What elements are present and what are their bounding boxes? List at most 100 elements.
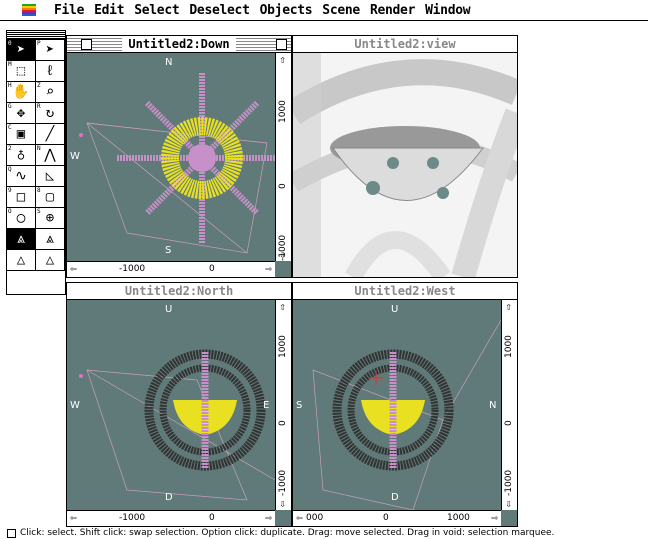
scroll-left-arrow-icon[interactable]: ⇦ bbox=[296, 511, 303, 524]
tool-shortcut-label: H bbox=[8, 82, 12, 89]
west-horizontal-ruler[interactable]: ⇦ 000 0 1000 ⇨ bbox=[293, 510, 501, 526]
move-icon: ✥ bbox=[16, 105, 26, 121]
west-htick: 0 bbox=[383, 513, 389, 523]
menu-file[interactable]: File bbox=[54, 2, 85, 18]
down-vertical-ruler[interactable]: ⇧ 1000 0 -1000 ⇩ bbox=[275, 53, 291, 261]
rounded-rect-tool[interactable]: 8 ▢ bbox=[36, 187, 65, 208]
skin-tool[interactable]: △ bbox=[36, 250, 65, 271]
menu-edit[interactable]: Edit bbox=[94, 2, 125, 18]
oval-tool[interactable]: O ◯ bbox=[7, 208, 36, 229]
north-bottom-axis-label: D bbox=[165, 492, 173, 503]
north-vtick: -1000 bbox=[278, 469, 288, 496]
rotate-tool[interactable]: R ↻ bbox=[36, 103, 65, 124]
west-vtick: 1000 bbox=[504, 335, 514, 358]
line-tool[interactable]: ╱ bbox=[36, 124, 65, 145]
close-box-icon[interactable] bbox=[81, 38, 92, 50]
camera-icon: ▣ bbox=[16, 126, 26, 142]
west-view-window[interactable]: Untitled2:West U D S N ⇧ 1000 0 -1000 ⇩ … bbox=[292, 282, 518, 527]
tool-shortcut-label: N bbox=[37, 145, 41, 152]
down-viewport[interactable]: N S W bbox=[67, 53, 275, 261]
sphere-tool[interactable]: S ⊕ bbox=[36, 208, 65, 229]
west-window-title-bar[interactable]: Untitled2:West bbox=[293, 283, 517, 300]
menu-render[interactable]: Render bbox=[369, 2, 416, 18]
spline-tool[interactable]: Q ∿ bbox=[7, 166, 36, 187]
palette-title-bar[interactable] bbox=[7, 31, 65, 40]
scroll-right-arrow-icon[interactable]: ⇨ bbox=[265, 511, 272, 524]
menu-scene[interactable]: Scene bbox=[322, 2, 360, 18]
tool-shortcut-label: P bbox=[37, 40, 41, 47]
tool-shortcut-label: 2 bbox=[8, 145, 12, 152]
scroll-right-arrow-icon[interactable]: ⇨ bbox=[265, 262, 272, 275]
scroll-down-arrow-icon[interactable]: ⇩ bbox=[505, 497, 512, 510]
down-window-title-bar[interactable]: Untitled2:Down bbox=[67, 36, 291, 53]
scroll-up-arrow-icon[interactable]: ⇧ bbox=[279, 300, 286, 313]
camera-view-window[interactable]: Untitled2:view bbox=[292, 35, 518, 278]
light-icon: ♁ bbox=[16, 147, 26, 163]
tool-shortcut-label: 8 bbox=[37, 187, 41, 194]
menu-deselect[interactable]: Deselect bbox=[189, 2, 250, 18]
menu-objects[interactable]: Objects bbox=[259, 2, 313, 18]
down-top-axis-label: N bbox=[165, 57, 173, 68]
rectangle-tool[interactable]: 9 □ bbox=[7, 187, 36, 208]
north-viewport[interactable]: U D W E bbox=[67, 300, 275, 510]
down-horizontal-ruler[interactable]: ⇦ -1000 0 ⇨ bbox=[67, 261, 275, 277]
north-view-window[interactable]: Untitled2:North U D W E ⇧ 1000 0 -1000 ⇩… bbox=[66, 282, 292, 527]
sweep-icon: △ bbox=[16, 252, 26, 268]
skin-icon: △ bbox=[45, 252, 55, 268]
marquee-tool[interactable]: M ⬚ bbox=[7, 61, 36, 82]
west-viewport[interactable]: U D S N bbox=[293, 300, 501, 510]
marquee-icon: ⬚ bbox=[16, 63, 26, 79]
west-vertical-ruler[interactable]: ⇧ 1000 0 -1000 ⇩ bbox=[501, 300, 517, 510]
down-window-title: Untitled2:Down bbox=[122, 37, 236, 51]
zoom-box-icon[interactable] bbox=[276, 38, 287, 50]
menu-window[interactable]: Window bbox=[425, 2, 471, 18]
polyline-tool[interactable]: N ⋀ bbox=[36, 145, 65, 166]
status-bar: Click: select. Shift click: swap selecti… bbox=[0, 527, 648, 539]
scroll-up-arrow-icon[interactable]: ⇧ bbox=[505, 300, 512, 313]
scroll-down-arrow-icon[interactable]: ⇩ bbox=[279, 497, 286, 510]
line-icon: ╱ bbox=[45, 126, 55, 142]
north-right-axis-label: E bbox=[263, 400, 270, 411]
move-tool[interactable]: G ✥ bbox=[7, 103, 36, 124]
west-htick: 000 bbox=[306, 513, 324, 523]
menu-select[interactable]: Select bbox=[134, 2, 180, 18]
tool-shortcut-label: 0 bbox=[8, 40, 12, 47]
scroll-left-arrow-icon[interactable]: ⇦ bbox=[70, 262, 77, 275]
extrude-tool[interactable]: ⩓ bbox=[7, 229, 36, 250]
scroll-down-arrow-icon[interactable]: ⇩ bbox=[279, 248, 286, 261]
tool-palette: 0 ➤ P ➤ M ⬚ ℓ H ✋ Z ⌕ G ✥ R ↻ C ▣ ╱ 2 ♁ N ⋀ Q ∿ ◺ 9 □ 8 ▢ O ◯ S ⊕ ⩓ ⩓ △ △ bbox=[6, 30, 66, 295]
sweep-tool[interactable]: △ bbox=[7, 250, 36, 271]
light-tool[interactable]: 2 ♁ bbox=[7, 145, 36, 166]
hand-tool[interactable]: H ✋ bbox=[7, 82, 36, 103]
north-horizontal-ruler[interactable]: ⇦ -1000 0 ⇨ bbox=[67, 510, 275, 526]
west-left-axis-label: S bbox=[296, 400, 303, 411]
polygon-tool[interactable]: ◺ bbox=[36, 166, 65, 187]
apple-menu-icon[interactable] bbox=[18, 2, 40, 18]
down-vtick: 1000 bbox=[278, 100, 288, 123]
scroll-up-arrow-icon[interactable]: ⇧ bbox=[279, 53, 286, 66]
arrow-select-tool[interactable]: 0 ➤ bbox=[7, 40, 36, 61]
lasso-tool[interactable]: ℓ bbox=[36, 61, 65, 82]
west-right-axis-label: N bbox=[489, 400, 497, 411]
down-htick: -1000 bbox=[119, 264, 146, 274]
scroll-left-arrow-icon[interactable]: ⇦ bbox=[70, 511, 77, 524]
lathe-tool[interactable]: ⩓ bbox=[36, 229, 65, 250]
rectangle-icon: □ bbox=[16, 189, 26, 205]
arrow-select-icon: ➤ bbox=[16, 42, 26, 58]
status-checkbox[interactable] bbox=[7, 528, 16, 538]
camera-tool[interactable]: C ▣ bbox=[7, 124, 36, 145]
render-viewport[interactable] bbox=[293, 53, 517, 277]
tool-shortcut-label: Q bbox=[8, 166, 12, 173]
oval-icon: ◯ bbox=[16, 210, 26, 226]
scroll-right-arrow-icon[interactable]: ⇨ bbox=[491, 511, 498, 524]
north-vertical-ruler[interactable]: ⇧ 1000 0 -1000 ⇩ bbox=[275, 300, 291, 510]
polygon-icon: ◺ bbox=[45, 168, 55, 184]
status-text: Click: select. Shift click: swap selecti… bbox=[20, 528, 555, 538]
view-window-title-bar[interactable]: Untitled2:view bbox=[293, 36, 517, 53]
west-vtick: -1000 bbox=[504, 469, 514, 496]
magnifier-tool[interactable]: Z ⌕ bbox=[36, 82, 65, 103]
down-view-window[interactable]: Untitled2:Down N S W ⇧ 1000 0 -1000 ⇩ ⇦ … bbox=[66, 35, 292, 278]
lasso-icon: ℓ bbox=[45, 62, 55, 79]
north-window-title-bar[interactable]: Untitled2:North bbox=[67, 283, 291, 300]
arrow-point-tool[interactable]: P ➤ bbox=[36, 40, 65, 61]
